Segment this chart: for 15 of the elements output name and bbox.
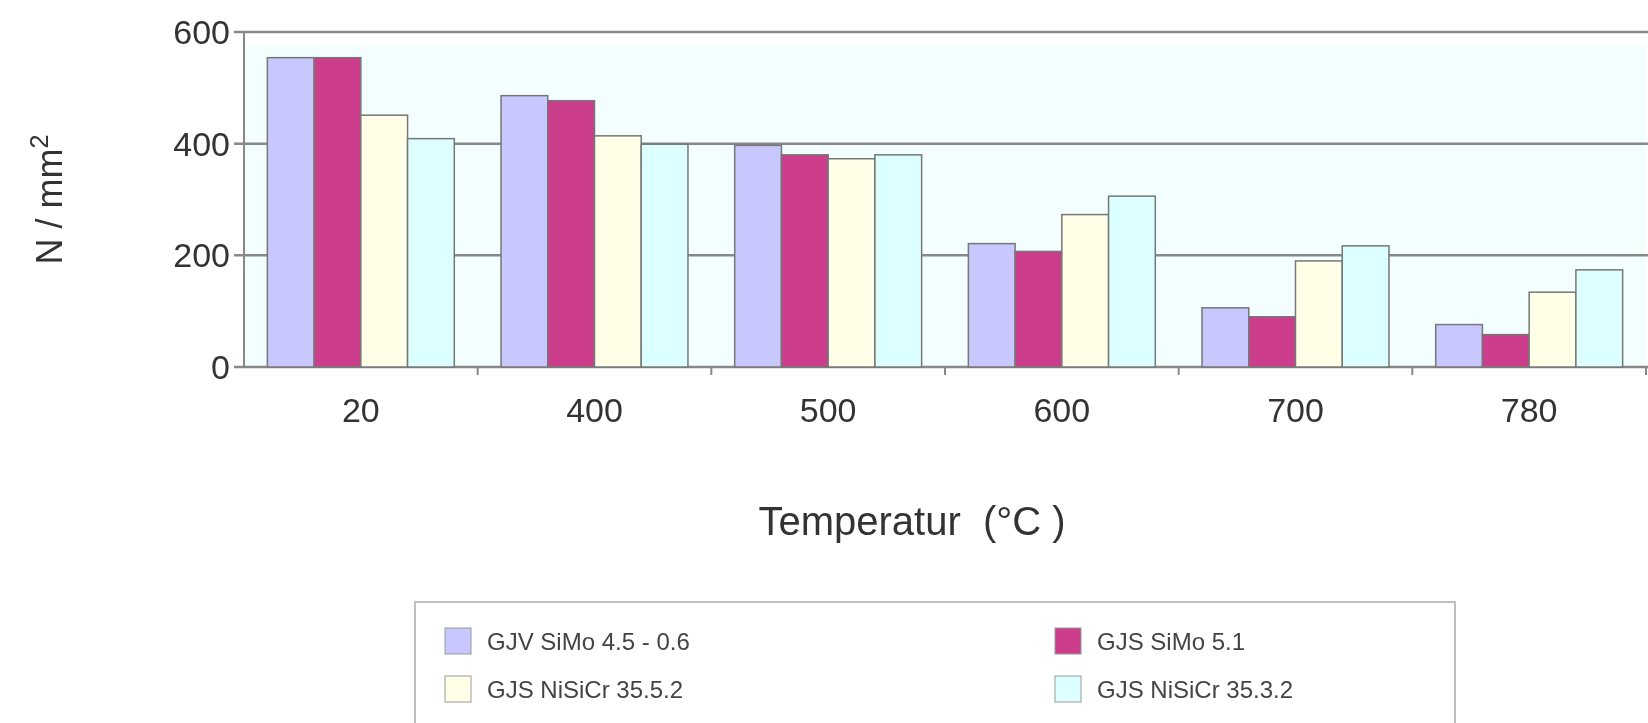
x-axis-title: Temperatur (°C ) [758,499,1066,543]
x-tick-label: 500 [799,391,857,429]
x-tick-label: 600 [1033,391,1091,429]
x-tick-label: 400 [566,391,623,429]
legend-label: GJV SiMo 4.5 - 0.6 [487,627,690,655]
y-tick-label: 200 [173,236,230,275]
legend-label: GJS NiSiCr 35.3.2 [1097,675,1294,703]
legend-label: GJS SiMo 5.1 [1097,627,1246,655]
x-tick-label: 780 [1500,391,1558,429]
y-tick-label: 0 [211,348,230,386]
legend-label: GJS NiSiCr 35.5.2 [487,675,684,703]
x-tick-label: 20 [341,391,380,429]
y-tick-label: 600 [173,13,230,51]
x-tick-label: 700 [1267,391,1324,429]
y-tick-label: 400 [173,124,230,163]
